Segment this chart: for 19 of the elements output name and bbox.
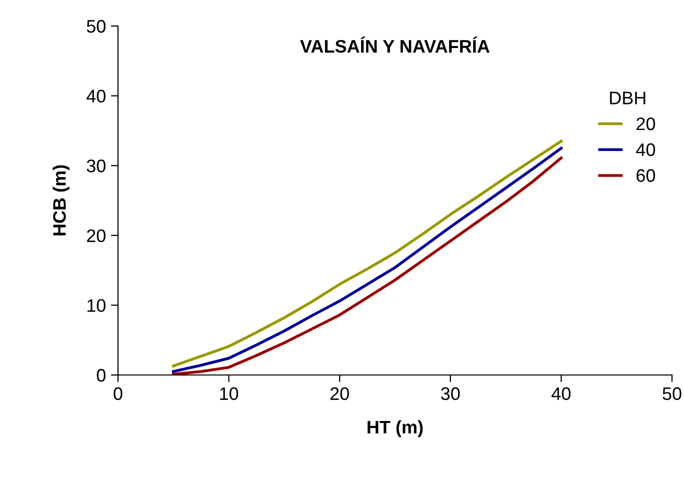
x-tick-label: 10 xyxy=(220,387,238,400)
legend-title: DBH xyxy=(610,92,646,104)
legend-label: 20 xyxy=(636,117,656,130)
legend-label: 40 xyxy=(636,143,656,156)
y-tick-label: 20 xyxy=(87,229,106,242)
y-axis-title: HCB (m) xyxy=(52,165,70,236)
x-tick-label: 30 xyxy=(441,387,460,400)
y-tick-label: 50 xyxy=(86,20,106,33)
x-axis-title: HT (m) xyxy=(368,420,423,438)
y-tick-label: 40 xyxy=(86,90,106,103)
text: VALSAÍN Y NAVAFRÍA xyxy=(300,36,490,53)
x-tick-label: 20 xyxy=(330,387,349,400)
x-tick-label: 50 xyxy=(662,387,682,400)
legend-label: 60 xyxy=(636,169,656,182)
y-tick-label: 0 xyxy=(96,368,106,382)
y-tick-label: 10 xyxy=(87,299,106,312)
x-tick-label: 40 xyxy=(552,387,571,400)
y-tick-label: 30 xyxy=(86,160,106,172)
x-tick-label: 0 xyxy=(114,387,122,400)
